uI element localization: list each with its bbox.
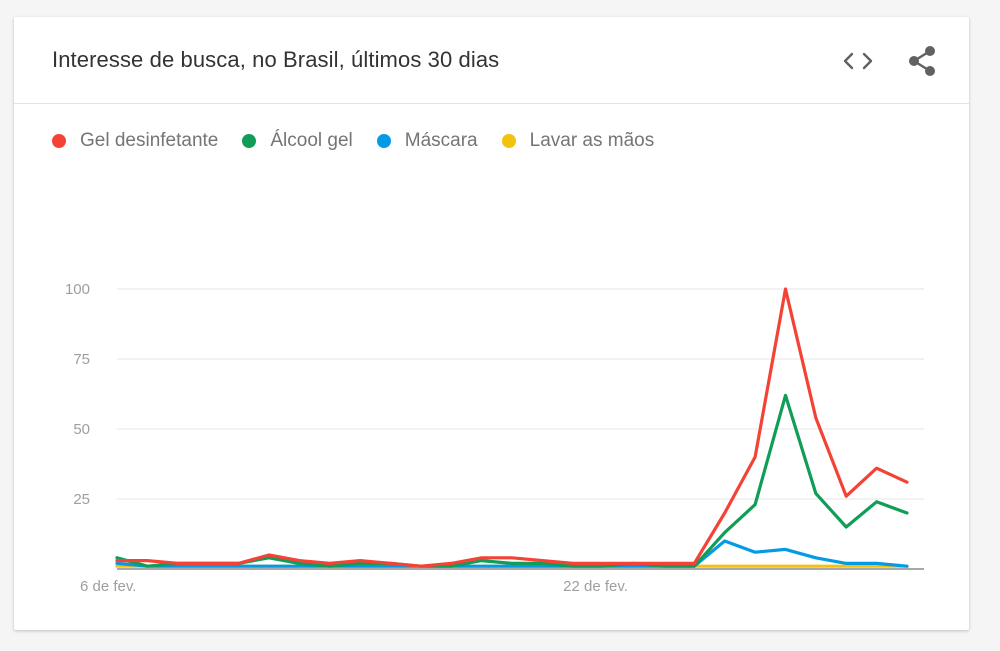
legend-item-alcool-gel[interactable]: Álcool gel	[242, 130, 353, 152]
legend-label: Gel desinfetante	[80, 130, 219, 151]
legend-item-gel-desinfetante[interactable]: Gel desinfetante	[52, 130, 218, 152]
embed-code-icon	[843, 52, 873, 70]
share-button[interactable]	[904, 43, 940, 79]
legend-dot-gel-desinfetante	[52, 134, 66, 148]
legend-item-mascara[interactable]: Máscara	[376, 130, 478, 152]
legend-label: Máscara	[404, 130, 478, 151]
legend-label: Lavar as mãos	[529, 130, 655, 151]
y-tick-label: 50	[73, 421, 90, 438]
series-line-gel-desinfetante	[115, 287, 909, 568]
line-chart: 25 50 75 100 6 de fev. 22 de fev.	[65, 281, 924, 595]
y-tick-label: 100	[65, 281, 90, 298]
legend-item-lavar-as-maos[interactable]: Lavar as mãos	[501, 130, 655, 152]
x-tick-label: 6 de fev.	[80, 578, 136, 595]
share-icon	[909, 46, 935, 76]
legend-dot-lavar-as-maos	[501, 134, 516, 148]
legend-dot-mascara	[376, 134, 391, 148]
series-line--lcool-gel	[115, 393, 909, 568]
series-line-m-scara	[115, 539, 909, 568]
embed-button[interactable]	[840, 43, 876, 79]
x-tick-label: 22 de fev.	[563, 578, 628, 595]
card-header: Interesse de busca, no Brasil, últimos 3…	[14, 17, 969, 104]
y-tick-label: 25	[73, 491, 90, 508]
chart-title: Interesse de busca, no Brasil, últimos 3…	[52, 47, 500, 72]
legend-label: Álcool gel	[270, 130, 353, 151]
trends-card: Interesse de busca, no Brasil, últimos 3…	[14, 17, 969, 630]
legend-dot-alcool-gel	[242, 134, 257, 148]
y-tick-label: 75	[73, 351, 90, 368]
chart-legend: Gel desinfetante Álcool gel Máscara Lava…	[52, 127, 678, 155]
